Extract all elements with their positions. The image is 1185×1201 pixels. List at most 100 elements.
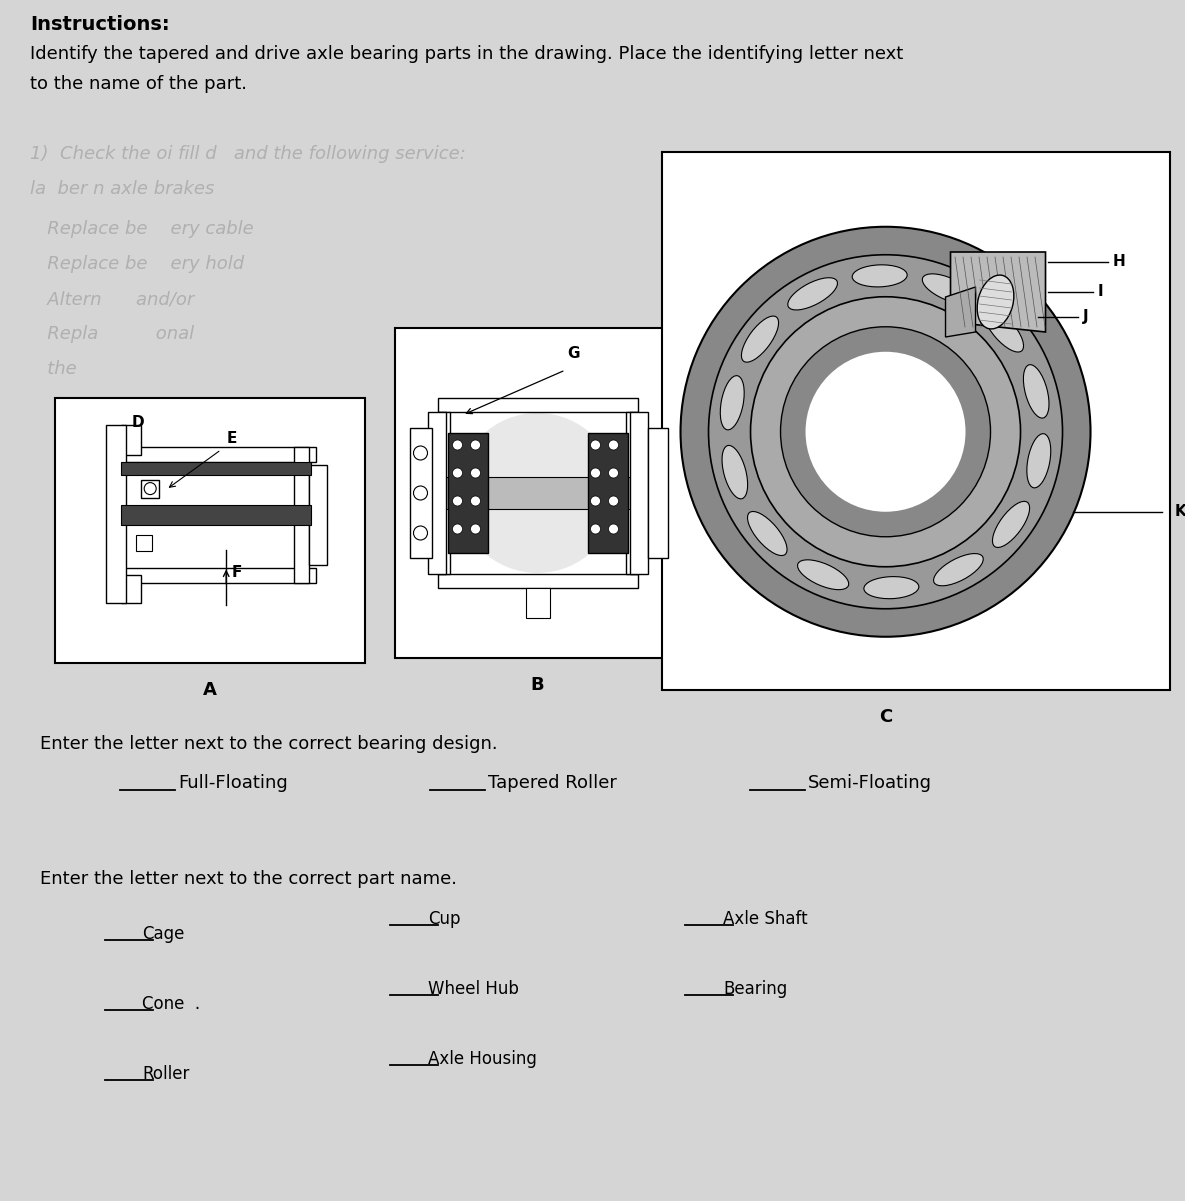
Bar bbox=[437, 412, 449, 574]
Bar bbox=[294, 447, 309, 582]
Bar bbox=[121, 447, 316, 461]
Text: C: C bbox=[879, 709, 892, 725]
Text: the: the bbox=[30, 360, 77, 378]
Ellipse shape bbox=[978, 275, 1014, 329]
Circle shape bbox=[590, 524, 601, 534]
Circle shape bbox=[457, 413, 617, 573]
Ellipse shape bbox=[722, 446, 748, 498]
Text: la  ber n axle brakes: la ber n axle brakes bbox=[30, 180, 214, 198]
Bar bbox=[121, 574, 141, 603]
Ellipse shape bbox=[720, 376, 744, 430]
Text: Repla          onal: Repla onal bbox=[30, 325, 194, 343]
Circle shape bbox=[609, 524, 619, 534]
Circle shape bbox=[470, 524, 480, 534]
Circle shape bbox=[750, 297, 1020, 567]
Text: I: I bbox=[1097, 285, 1103, 299]
Circle shape bbox=[453, 496, 462, 506]
Ellipse shape bbox=[984, 307, 1024, 352]
Ellipse shape bbox=[852, 265, 908, 287]
Circle shape bbox=[470, 468, 480, 478]
Bar bbox=[647, 428, 667, 558]
Ellipse shape bbox=[1024, 365, 1049, 418]
Circle shape bbox=[609, 468, 619, 478]
Circle shape bbox=[709, 255, 1063, 609]
Circle shape bbox=[609, 440, 619, 450]
Text: J: J bbox=[1083, 310, 1088, 324]
Text: B: B bbox=[531, 676, 544, 694]
Text: Cone  .: Cone . bbox=[142, 994, 200, 1012]
Ellipse shape bbox=[748, 512, 787, 556]
Circle shape bbox=[145, 483, 156, 495]
Text: Axle Housing: Axle Housing bbox=[428, 1050, 537, 1068]
Text: Tapered Roller: Tapered Roller bbox=[488, 773, 617, 791]
Circle shape bbox=[470, 440, 480, 450]
Text: Cage: Cage bbox=[142, 925, 185, 943]
Text: Full-Floating: Full-Floating bbox=[178, 773, 288, 791]
Bar bbox=[437, 574, 638, 588]
Text: Semi-Floating: Semi-Floating bbox=[808, 773, 931, 791]
Text: G: G bbox=[568, 346, 579, 362]
Bar bbox=[141, 479, 159, 497]
Text: H: H bbox=[1113, 255, 1126, 269]
Text: Bearing: Bearing bbox=[723, 980, 787, 998]
Text: Cup: Cup bbox=[428, 910, 461, 928]
Circle shape bbox=[781, 327, 991, 537]
Ellipse shape bbox=[922, 274, 974, 304]
Ellipse shape bbox=[798, 560, 848, 590]
Bar bbox=[309, 465, 327, 564]
Bar bbox=[107, 425, 126, 603]
Text: F: F bbox=[231, 564, 242, 580]
Bar bbox=[136, 534, 152, 550]
Bar bbox=[662, 153, 1170, 691]
Text: A: A bbox=[203, 681, 217, 699]
Text: K: K bbox=[1176, 504, 1185, 519]
Ellipse shape bbox=[1027, 434, 1051, 488]
Circle shape bbox=[453, 440, 462, 450]
Polygon shape bbox=[946, 287, 975, 337]
Text: E: E bbox=[226, 431, 237, 446]
Text: Wheel Hub: Wheel Hub bbox=[428, 980, 519, 998]
Text: 1)  Check the oi fill d   and the following service:: 1) Check the oi fill d and the following… bbox=[30, 145, 466, 163]
Ellipse shape bbox=[788, 277, 838, 310]
Circle shape bbox=[590, 440, 601, 450]
Bar bbox=[629, 412, 647, 574]
Bar bbox=[121, 568, 316, 582]
Text: D: D bbox=[132, 414, 145, 430]
Bar bbox=[437, 477, 638, 509]
Circle shape bbox=[453, 524, 462, 534]
Circle shape bbox=[750, 297, 1020, 567]
Bar bbox=[121, 425, 141, 455]
Text: Roller: Roller bbox=[142, 1065, 190, 1083]
Circle shape bbox=[590, 496, 601, 506]
Text: Replace be    ery hold: Replace be ery hold bbox=[30, 255, 244, 273]
Text: Enter the letter next to the correct part name.: Enter the letter next to the correct par… bbox=[40, 870, 457, 888]
Bar bbox=[55, 398, 365, 663]
Circle shape bbox=[414, 486, 428, 500]
Circle shape bbox=[414, 446, 428, 460]
Text: Axle Shaft: Axle Shaft bbox=[723, 910, 808, 928]
Bar bbox=[437, 398, 638, 412]
Bar bbox=[121, 461, 312, 474]
Circle shape bbox=[414, 526, 428, 540]
Text: Identify the tapered and drive axle bearing parts in the drawing. Place the iden: Identify the tapered and drive axle bear… bbox=[30, 44, 903, 62]
Ellipse shape bbox=[742, 316, 779, 363]
Circle shape bbox=[781, 327, 991, 537]
Bar bbox=[525, 588, 550, 619]
Bar bbox=[121, 504, 312, 525]
Circle shape bbox=[453, 468, 462, 478]
Circle shape bbox=[709, 255, 1063, 609]
Polygon shape bbox=[950, 252, 1045, 331]
Circle shape bbox=[680, 227, 1090, 637]
Text: Replace be    ery cable: Replace be ery cable bbox=[30, 220, 254, 238]
Circle shape bbox=[609, 496, 619, 506]
Ellipse shape bbox=[864, 576, 918, 598]
Circle shape bbox=[470, 496, 480, 506]
Text: Enter the letter next to the correct bearing design.: Enter the letter next to the correct bea… bbox=[40, 735, 498, 753]
Ellipse shape bbox=[934, 554, 984, 586]
Circle shape bbox=[806, 352, 966, 512]
Text: Instructions:: Instructions: bbox=[30, 14, 169, 34]
Bar bbox=[395, 328, 680, 658]
Text: to the name of the part.: to the name of the part. bbox=[30, 74, 246, 92]
Bar bbox=[448, 434, 487, 552]
Bar bbox=[428, 412, 446, 574]
